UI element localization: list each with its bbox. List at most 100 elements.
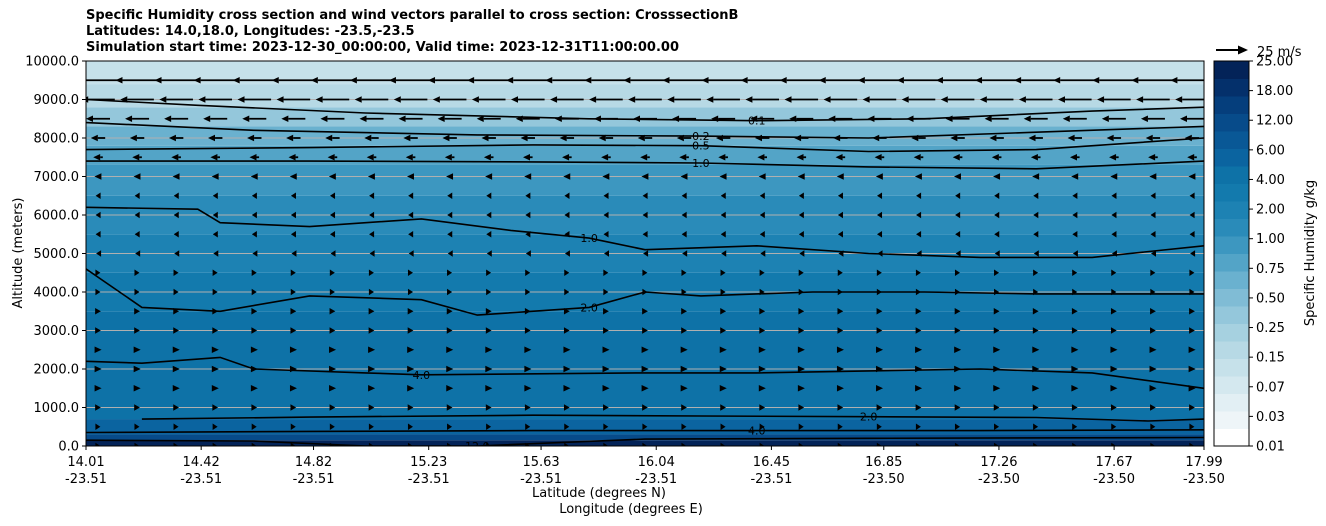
wind-arrow: [330, 250, 336, 257]
contour-line: [141, 414, 1204, 422]
wind-arrow: [349, 77, 394, 84]
wind-arrow: [173, 442, 179, 446]
wind-arrow: [642, 442, 648, 446]
wind-arrow: [940, 96, 975, 103]
wind-arrow: [641, 346, 649, 353]
wind-arrow: [1175, 96, 1204, 103]
wind-arrow: [120, 96, 154, 103]
wind-arrow: [706, 96, 740, 103]
wind-arrow: [359, 115, 384, 122]
wind-arrow: [408, 211, 414, 219]
wind-arrow: [991, 154, 1002, 161]
wind-arrow: [563, 385, 571, 392]
wind-arrow: [598, 134, 614, 142]
wind-arrow: [407, 404, 414, 411]
wind-arrow: [1149, 173, 1157, 180]
wind-arrow: [1189, 192, 1195, 199]
wind-arrow: [836, 173, 844, 180]
wind-arrow: [524, 173, 532, 180]
contour-label: 1.0: [580, 232, 598, 245]
wind-arrow: [676, 134, 692, 142]
colorbar-tick-label: 4.00: [1256, 173, 1285, 188]
wind-arrow: [779, 77, 823, 84]
wind-arrow: [364, 134, 379, 142]
wind-arrow: [94, 385, 102, 392]
wind-arrow: [251, 423, 257, 430]
wind-arrow: [1131, 77, 1175, 84]
wind-arrow: [172, 365, 180, 373]
x-tick-label-lat: 16.04: [638, 455, 675, 470]
wind-arrow: [818, 77, 862, 84]
wind-arrow: [603, 423, 609, 430]
wind-arrow: [237, 96, 272, 103]
wind-arrow: [954, 423, 960, 430]
wind-arrow: [329, 423, 335, 430]
wind-arrow: [134, 404, 140, 411]
wind-arrow: [1023, 115, 1048, 122]
wind-arrow: [1033, 288, 1039, 296]
wind-arrow: [759, 327, 766, 334]
colorbar-segment: [1214, 131, 1249, 149]
wind-arrow: [550, 96, 584, 103]
wind-arrow: [1150, 442, 1156, 446]
wind-arrow: [320, 115, 345, 122]
wind-arrow: [758, 346, 766, 353]
wind-arrow: [935, 77, 980, 84]
wind-arrow: [310, 77, 355, 84]
wind-arrow: [95, 192, 101, 199]
wind-arrow: [525, 250, 531, 257]
colorbar-segment: [1214, 341, 1249, 359]
wind-arrow: [398, 115, 423, 122]
wind-arrow: [1110, 173, 1118, 180]
wind-arrow: [797, 173, 805, 180]
wind-arrow: [874, 154, 885, 161]
wind-arrow: [251, 192, 257, 199]
quiver-key: 25 m/s: [1216, 45, 1302, 60]
wind-arrow: [134, 308, 140, 315]
y-tick-label: 4000.0: [34, 286, 80, 301]
wind-arrow: [1033, 442, 1039, 446]
wind-arrow: [916, 250, 922, 257]
wind-arrow: [525, 442, 531, 446]
wind-arrow: [994, 288, 1000, 296]
wind-arrow: [115, 77, 159, 84]
x-tick-label-lat: 14.42: [183, 455, 220, 470]
wind-arrow: [368, 346, 376, 353]
wind-arrow: [637, 134, 653, 142]
wind-arrow: [623, 77, 667, 84]
wind-arrow: [1151, 250, 1157, 257]
wind-arrow: [249, 154, 260, 161]
wind-arrow: [877, 231, 883, 238]
wind-arrow: [486, 269, 492, 276]
wind-arrow: [601, 154, 611, 161]
wind-arrow: [446, 385, 454, 392]
wind-arrow: [525, 192, 531, 199]
wind-arrow: [877, 211, 883, 219]
wind-arrow: [680, 365, 688, 373]
colorbar-tick-label: 0.01: [1256, 440, 1285, 455]
wind-arrow: [485, 173, 493, 180]
wind-arrow: [447, 442, 453, 446]
colorbar-segment: [1214, 236, 1249, 254]
wind-arrow: [1069, 154, 1080, 161]
wind-arrow: [524, 365, 532, 373]
wind-arrow: [828, 115, 853, 122]
wind-arrow: [1067, 134, 1082, 142]
wind-arrow: [1189, 327, 1195, 334]
wind-arrow: [1030, 154, 1041, 161]
wind-arrow: [759, 269, 765, 276]
wind-arrow: [798, 423, 804, 430]
colorbar-tick-label: 0.03: [1256, 410, 1285, 425]
wind-arrow: [952, 154, 963, 161]
wind-arrow: [1150, 231, 1156, 238]
wind-arrow: [329, 327, 336, 334]
wind-arrow: [994, 250, 1000, 257]
wind-arrow: [368, 288, 374, 296]
wind-arrow: [1072, 250, 1078, 257]
x-axis-label-lat: Latitude (degrees N): [532, 486, 666, 501]
wind-arrow: [745, 96, 780, 103]
x-tick-label-lat: 16.85: [865, 455, 902, 470]
wind-arrow: [681, 231, 687, 238]
wind-arrow: [1110, 365, 1118, 373]
wind-arrow: [680, 346, 688, 353]
